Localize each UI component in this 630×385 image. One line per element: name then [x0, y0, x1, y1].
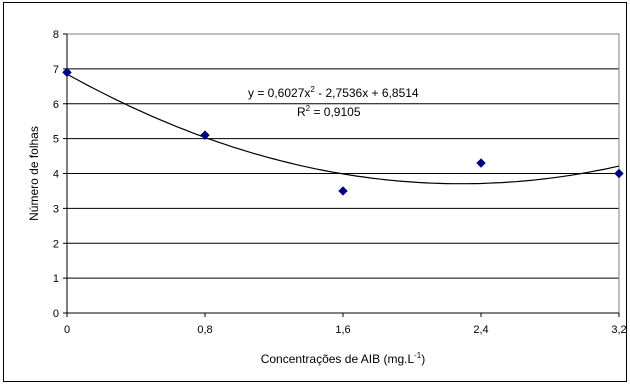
data-point-1 [200, 130, 210, 140]
x-tick-label-3: 2,4 [473, 324, 488, 336]
x-axis-title: Concentrações de AIB (mg.L-1) [261, 351, 426, 366]
x-tick-label-4: 3,2 [611, 324, 626, 336]
y-tick-label-0: 0 [53, 308, 59, 320]
y-tick-label-4: 4 [53, 169, 59, 181]
tick-labels: 0 1 2 3 4 5 6 7 8 0 0,8 1,6 2,4 3,2 [53, 29, 627, 336]
y-axis-title: Número de folhas [27, 126, 41, 221]
y-tick-label-6: 6 [53, 99, 59, 111]
x-tick-label-1: 0,8 [197, 324, 212, 336]
chart-frame [3, 2, 627, 382]
y-tick-label-8: 8 [53, 29, 59, 41]
y-tick-label-5: 5 [53, 134, 59, 146]
data-points [62, 67, 624, 196]
grid-lines [67, 33, 619, 279]
y-tick-label-2: 2 [53, 238, 59, 250]
trendline [66, 73, 620, 185]
y-tick-label-3: 3 [53, 203, 59, 215]
trendline-equation: y = 0,6027x2 - 2,7536x + 6,8514 [248, 85, 419, 100]
data-point-3 [476, 158, 486, 168]
y-tick-label-7: 7 [53, 64, 59, 76]
data-point-2 [338, 186, 348, 196]
r-squared-label: R2 = 0,9105 [297, 104, 361, 119]
x-tick-label-2: 1,6 [335, 324, 350, 336]
y-tick-label-1: 1 [53, 273, 59, 285]
data-point-0 [62, 67, 72, 78]
data-point-4 [614, 168, 624, 179]
x-tick-label-0: 0 [64, 324, 70, 336]
